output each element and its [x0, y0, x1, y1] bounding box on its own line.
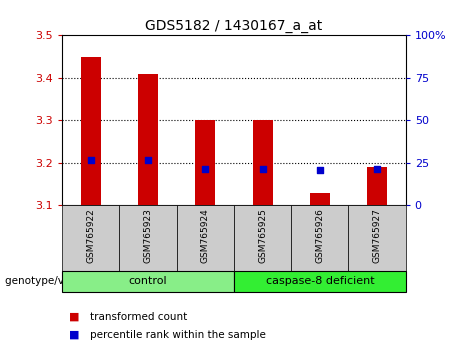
Point	[201, 166, 209, 172]
Text: GSM765927: GSM765927	[372, 209, 382, 263]
Text: genotype/variation ▶: genotype/variation ▶	[5, 276, 115, 286]
Text: percentile rank within the sample: percentile rank within the sample	[90, 330, 266, 339]
Text: ■: ■	[69, 312, 80, 322]
Text: GSM765923: GSM765923	[143, 209, 153, 263]
Point	[87, 158, 95, 163]
Point	[144, 158, 152, 163]
Bar	[253, 120, 272, 205]
Text: ■: ■	[69, 330, 80, 339]
Bar	[310, 193, 330, 205]
Bar	[138, 74, 158, 205]
Text: GSM765926: GSM765926	[315, 209, 325, 263]
Text: control: control	[129, 276, 167, 286]
Title: GDS5182 / 1430167_a_at: GDS5182 / 1430167_a_at	[145, 19, 323, 33]
Text: transformed count: transformed count	[90, 312, 187, 322]
Bar	[195, 120, 215, 205]
Point	[316, 167, 324, 172]
Text: caspase-8 deficient: caspase-8 deficient	[266, 276, 374, 286]
Bar	[81, 57, 101, 205]
Text: GSM765922: GSM765922	[86, 209, 95, 263]
Text: GSM765925: GSM765925	[258, 209, 267, 263]
Bar	[367, 167, 387, 205]
Text: GSM765924: GSM765924	[201, 209, 210, 263]
Point	[259, 166, 266, 172]
Point	[373, 166, 381, 172]
